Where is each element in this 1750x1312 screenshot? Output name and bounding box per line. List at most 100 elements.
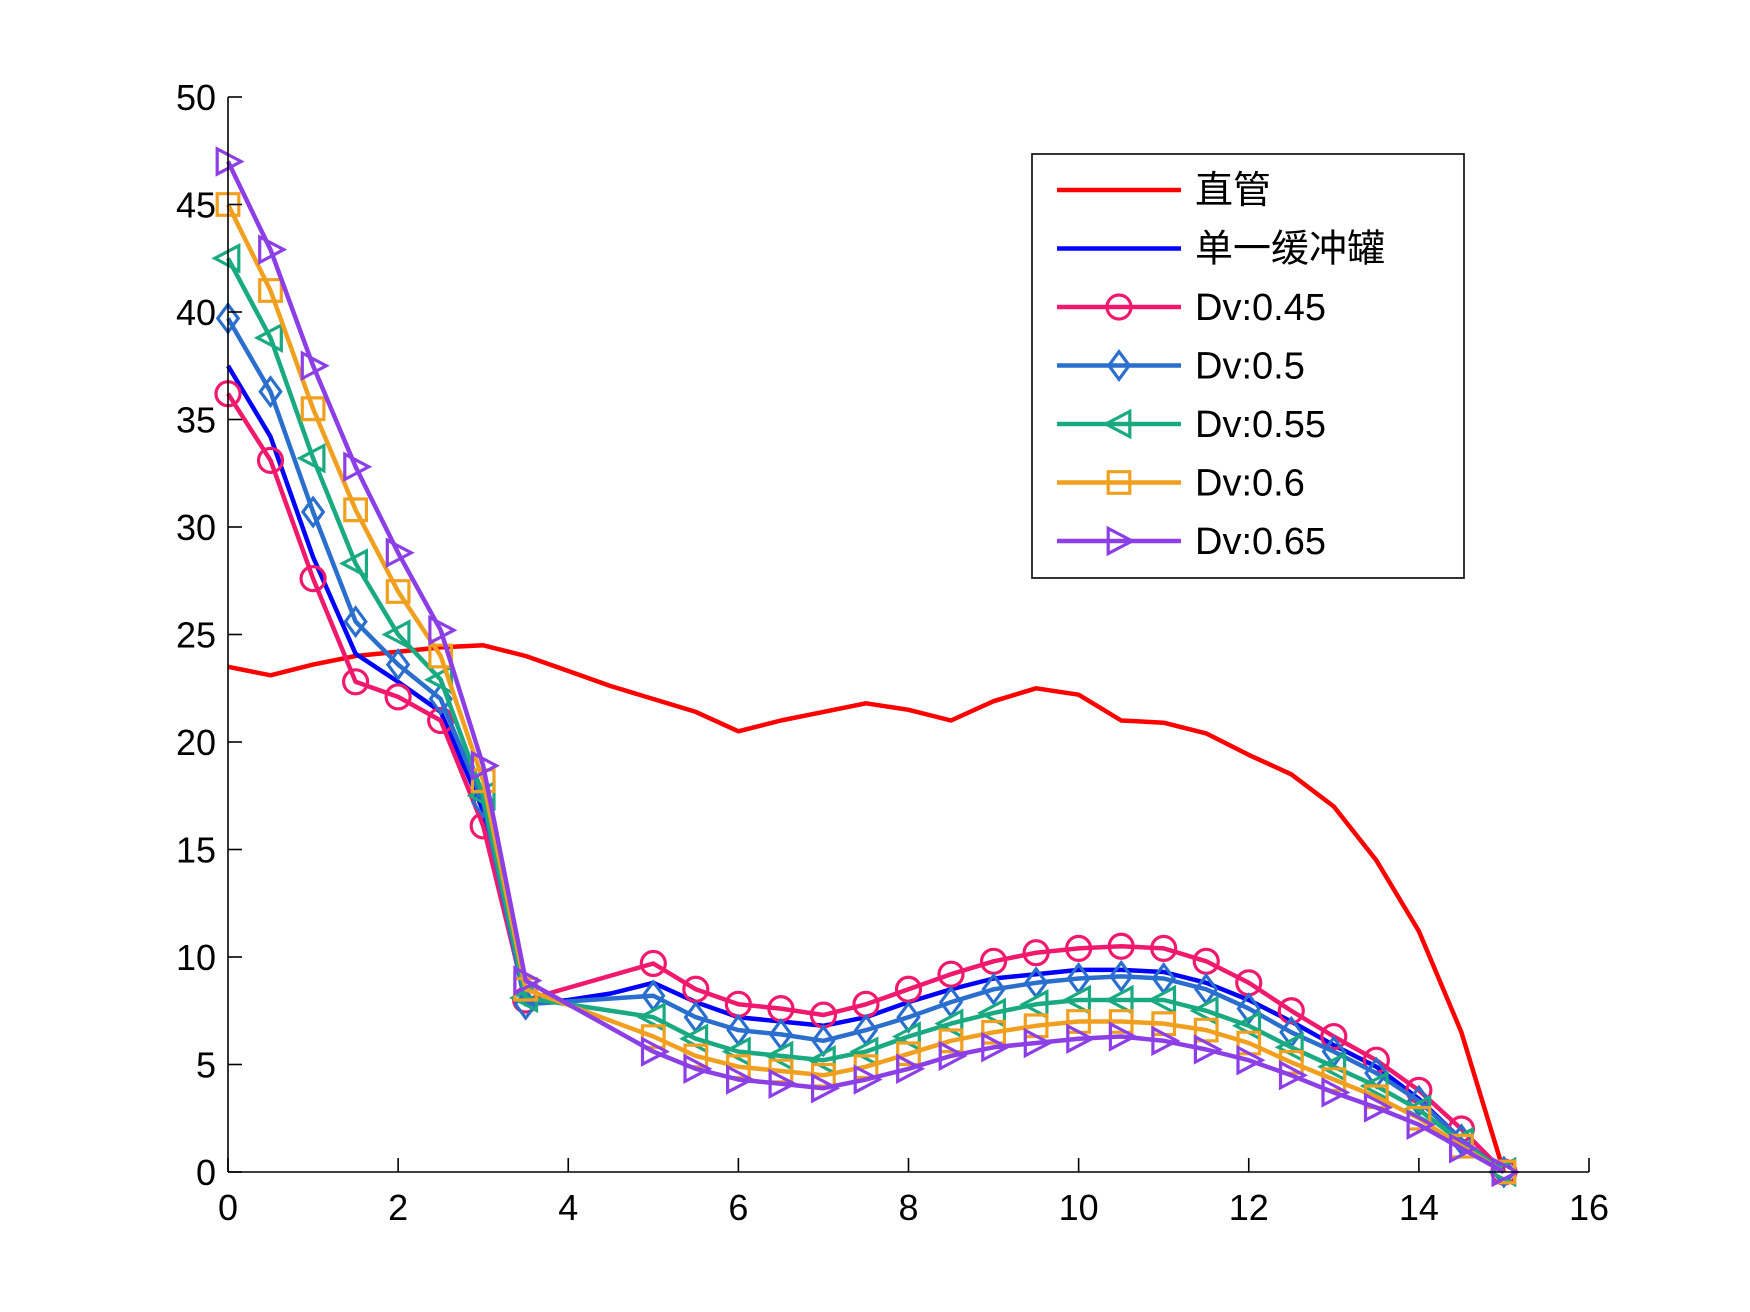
data-point-6-9 — [683, 1053, 713, 1085]
data-point-4-20 — [1147, 984, 1177, 1016]
legend-marker-3 — [1106, 349, 1132, 382]
data-point-2-4 — [384, 683, 412, 711]
data-point-2-5 — [427, 706, 455, 735]
legend-entry-3: Dv:0.5 — [1057, 346, 1305, 388]
series-2 — [214, 380, 1518, 1186]
data-point-2-23 — [1277, 997, 1305, 1025]
series-line-4 — [226, 257, 1506, 1174]
series-6 — [215, 146, 1521, 1188]
data-point-3-19 — [1109, 959, 1134, 993]
data-point-4-21 — [1189, 995, 1219, 1027]
legend-label-5: Dv:0.6 — [1195, 463, 1305, 505]
data-point-2-19 — [1107, 932, 1135, 960]
data-point-6-0 — [215, 146, 245, 177]
data-point-6-25 — [1363, 1092, 1393, 1123]
y-tick-label-1: 5 — [196, 1045, 216, 1086]
data-point-5-21 — [1193, 1017, 1219, 1043]
data-point-5-2 — [300, 396, 326, 422]
y-tick-label-0: 0 — [196, 1152, 216, 1193]
x-tick-label-6: 12 — [1229, 1187, 1269, 1228]
legend-marker-6 — [1106, 525, 1136, 557]
y-tick-label-3: 15 — [176, 830, 216, 871]
y-tick-label-9: 45 — [176, 185, 216, 226]
data-point-6-3 — [343, 451, 373, 483]
x-tick-label-3: 6 — [728, 1187, 748, 1228]
data-point-4-6 — [466, 780, 496, 812]
data-point-6-21 — [1193, 1034, 1223, 1065]
y-tick-label-8: 40 — [176, 292, 216, 333]
data-point-4-16 — [976, 997, 1007, 1029]
x-tick-label-4: 8 — [898, 1187, 918, 1228]
data-point-4-13 — [849, 1036, 879, 1067]
data-point-6-7 — [513, 965, 543, 996]
data-point-6-8 — [640, 1036, 670, 1067]
data-point-6-13 — [853, 1064, 883, 1095]
data-point-5-1 — [258, 278, 283, 303]
data-point-5-3 — [343, 497, 368, 523]
data-point-6-1 — [258, 234, 288, 265]
y-tick-label-2: 10 — [176, 937, 216, 978]
legend-label-1: 单一缓冲罐 — [1195, 229, 1385, 271]
legend-label-2: Dv:0.45 — [1195, 287, 1326, 329]
data-point-4-0 — [211, 243, 241, 274]
data-point-6-5 — [428, 614, 458, 646]
data-point-2-18 — [1065, 934, 1093, 963]
data-point-4-5 — [424, 664, 454, 695]
series-0 — [227, 643, 1507, 1173]
data-point-6-22 — [1236, 1044, 1266, 1076]
data-point-6-12 — [810, 1072, 841, 1104]
series-line-6 — [225, 160, 1505, 1174]
data-point-5-0 — [215, 192, 241, 217]
legend-label-3: Dv:0.5 — [1195, 346, 1305, 388]
series-line-2 — [226, 392, 1506, 1174]
data-point-3-22 — [1236, 992, 1261, 1026]
legend-label-6: Dv:0.65 — [1195, 521, 1326, 563]
data-point-4-3 — [338, 548, 368, 579]
legend-entry-5: Dv:0.6 — [1057, 463, 1305, 505]
x-tick-label-7: 14 — [1399, 1187, 1439, 1228]
series-line-5 — [225, 203, 1506, 1174]
data-point-2-1 — [256, 446, 285, 474]
data-point-4-17 — [1019, 989, 1049, 1020]
y-tick-label-5: 25 — [176, 615, 216, 656]
y-tick-label-7: 35 — [176, 400, 216, 441]
data-point-6-16 — [981, 1032, 1011, 1063]
x-tick-label-1: 2 — [388, 1187, 408, 1228]
data-point-6-24 — [1321, 1077, 1351, 1108]
data-point-6-20 — [1151, 1025, 1181, 1057]
x-tick-label-0: 0 — [218, 1187, 238, 1228]
y-tick-label-10: 50 — [176, 77, 216, 118]
series-line-0 — [227, 643, 1507, 1173]
series-line-3 — [226, 317, 1506, 1174]
legend-label-0: 直管 — [1195, 170, 1271, 212]
data-point-6-26 — [1406, 1109, 1436, 1140]
data-point-6-19 — [1108, 1021, 1138, 1052]
data-point-4-1 — [253, 322, 283, 354]
legend-label-4: Dv:0.55 — [1195, 404, 1326, 446]
data-point-6-15 — [938, 1040, 968, 1072]
data-point-3-3 — [343, 605, 368, 639]
data-point-4-4 — [381, 619, 411, 650]
data-point-3-26 — [1406, 1084, 1432, 1118]
legend-entry-1: 单一缓冲罐 — [1057, 229, 1385, 271]
data-point-4-24 — [1317, 1051, 1347, 1082]
legend-marker-4 — [1102, 408, 1132, 440]
y-tick-label-4: 20 — [176, 722, 216, 763]
data-point-6-6 — [470, 750, 500, 781]
data-point-6-11 — [768, 1068, 798, 1100]
data-point-2-24 — [1320, 1022, 1348, 1051]
data-point-6-2 — [300, 350, 330, 382]
y-tick-label-6: 30 — [176, 507, 216, 548]
data-point-6-18 — [1066, 1023, 1096, 1054]
data-point-6-23 — [1278, 1060, 1308, 1091]
data-point-4-12 — [806, 1044, 836, 1076]
legend-entry-2: Dv:0.45 — [1057, 287, 1326, 329]
data-point-4-8 — [636, 1001, 666, 1033]
data-point-3-1 — [258, 375, 283, 409]
data-point-6-17 — [1023, 1027, 1053, 1059]
axes: 0 2 4 6 8 10 12 14 16 0 5 10 15 20 25 30 35 40 45 50 — [176, 77, 1609, 1228]
legend-marker-2 — [1105, 293, 1133, 321]
data-point-6-4 — [385, 537, 415, 569]
